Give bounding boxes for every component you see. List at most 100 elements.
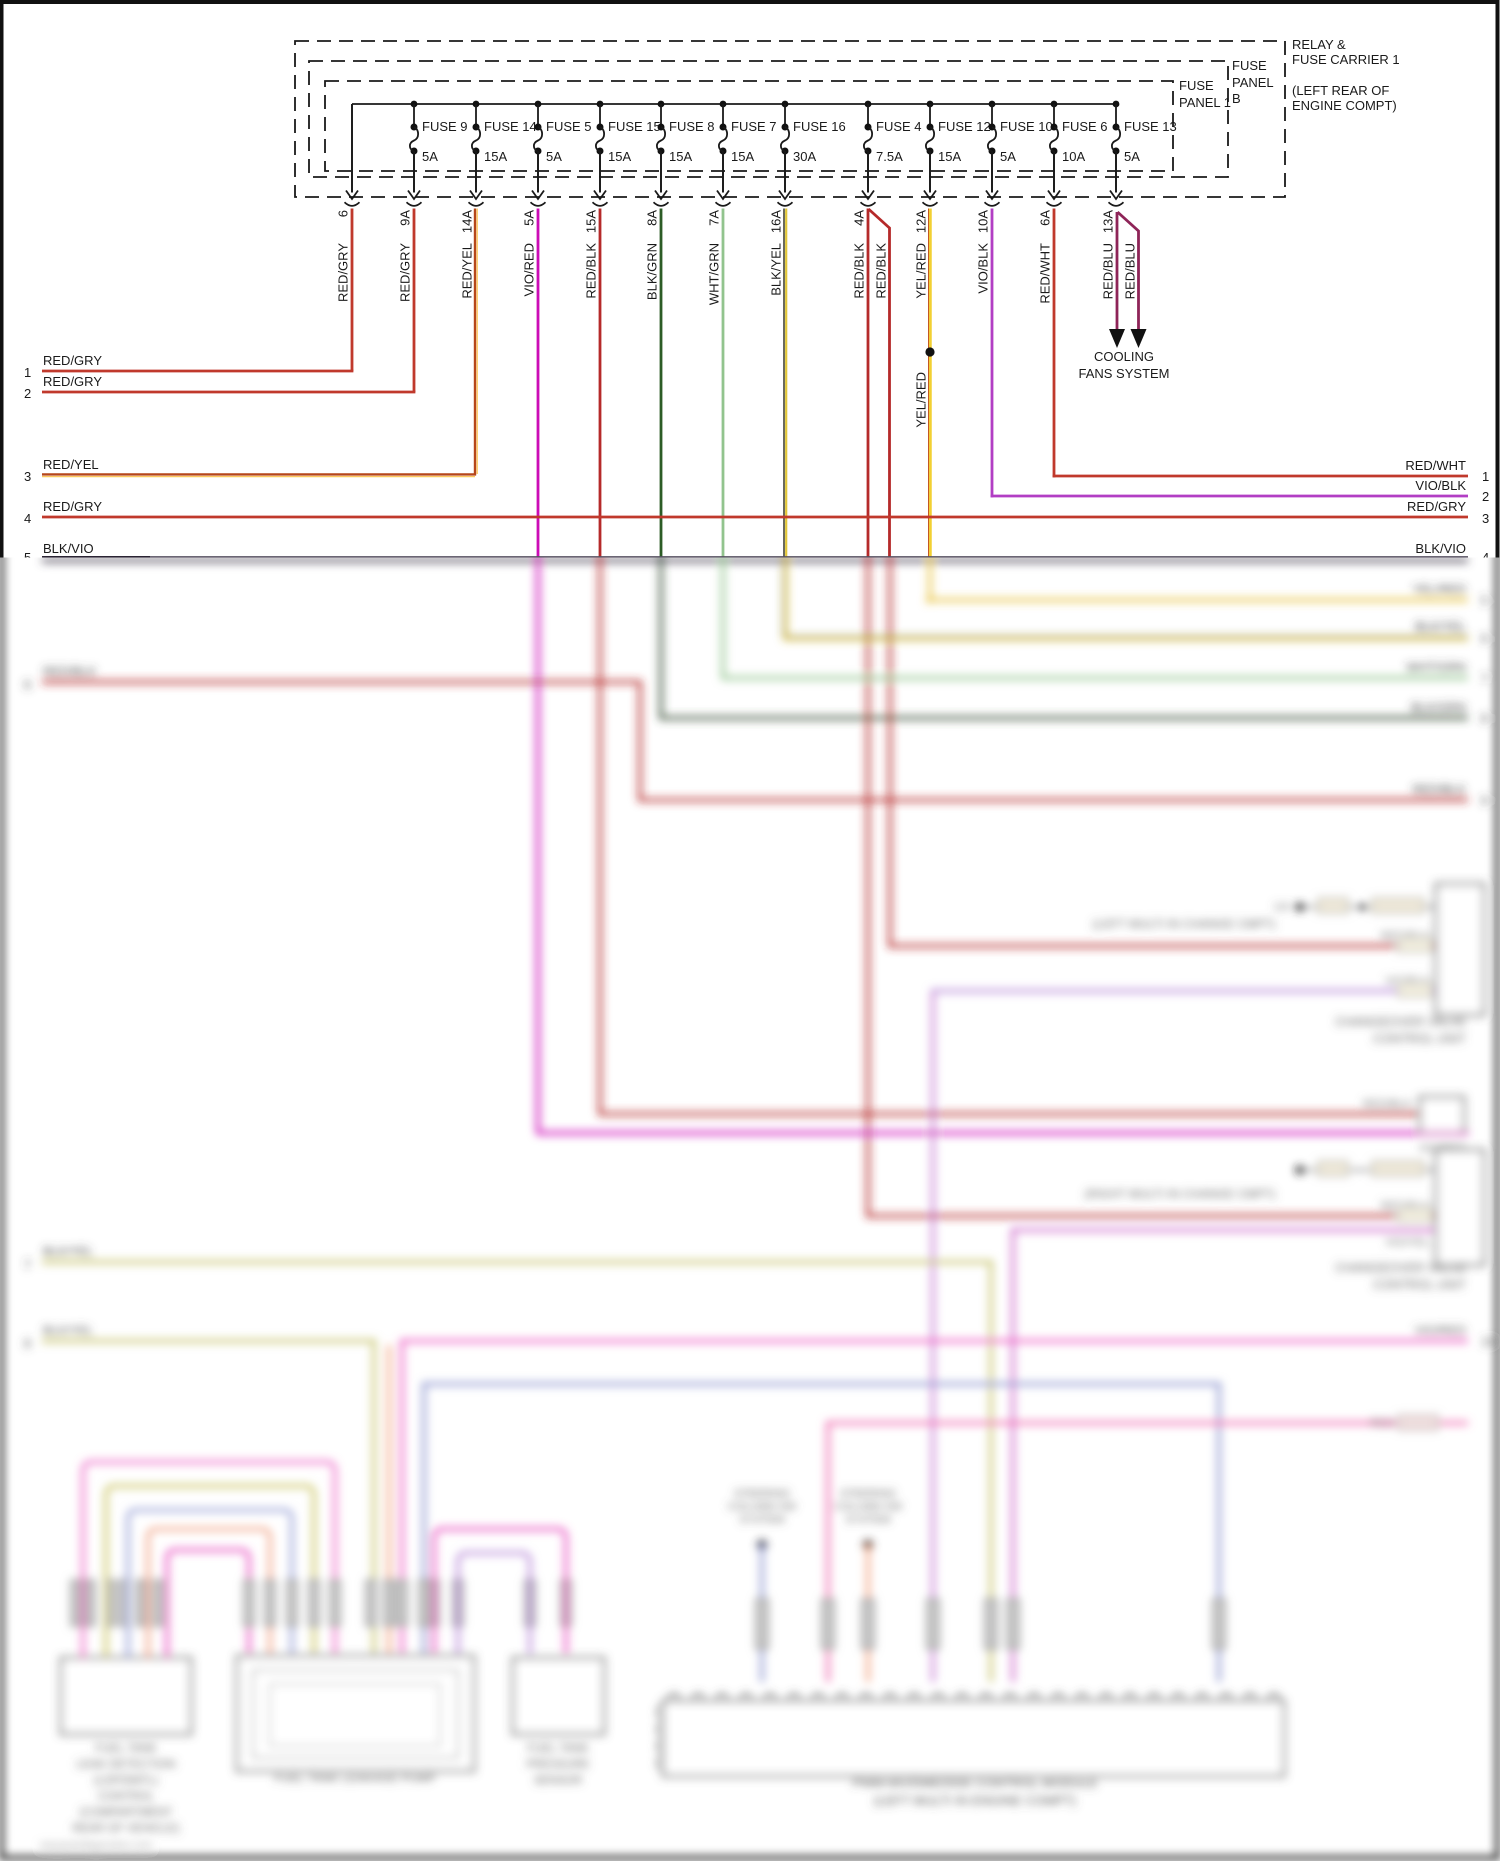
- svg-text:(LEFT MULTI IN ENGINE COMPT): (LEFT MULTI IN ENGINE COMPT): [874, 1793, 1076, 1808]
- svg-text:BLK/YEL: BLK/YEL: [769, 243, 784, 296]
- svg-text:STEERING: STEERING: [840, 1488, 896, 1500]
- svg-text:(LEFT REAR OF: (LEFT REAR OF: [1292, 83, 1389, 98]
- svg-text:FUSE 4: FUSE 4: [876, 119, 922, 134]
- svg-text:BLK/GRN: BLK/GRN: [645, 243, 660, 300]
- svg-text:PANEL: PANEL: [1232, 75, 1274, 90]
- svg-text:RELAY &: RELAY &: [1292, 37, 1346, 52]
- svg-text:YEL/RED: YEL/RED: [914, 243, 929, 299]
- svg-text:5A: 5A: [1000, 149, 1016, 164]
- svg-text:RED/BLK: RED/BLK: [584, 243, 599, 299]
- svg-text:3: 3: [24, 469, 31, 484]
- svg-text:1: 1: [1482, 469, 1489, 484]
- svg-text:VIO/BLK: VIO/BLK: [1415, 478, 1466, 493]
- svg-text:BLK/GRN: BLK/GRN: [1411, 701, 1466, 715]
- svg-text:COLUMN SW: COLUMN SW: [728, 1501, 797, 1513]
- svg-text:RED/BLU: RED/BLU: [1101, 243, 1116, 299]
- svg-text:PRESSURE: PRESSURE: [526, 1759, 590, 1771]
- svg-text:SYSTEM: SYSTEM: [739, 1514, 784, 1526]
- svg-text:10A: 10A: [976, 210, 991, 233]
- svg-text:STEERING: STEERING: [734, 1488, 790, 1500]
- svg-text:FUSE 9: FUSE 9: [422, 119, 468, 134]
- svg-text:8: 8: [24, 1337, 31, 1351]
- svg-text:FUSE 15: FUSE 15: [608, 119, 661, 134]
- svg-text:(RIGHT MULTI IN CHANGE CMPT): (RIGHT MULTI IN CHANGE CMPT): [1085, 1187, 1276, 1201]
- svg-text:RED/GRY: RED/GRY: [398, 243, 413, 302]
- svg-text:COOLING: COOLING: [1094, 349, 1154, 364]
- svg-text:15A: 15A: [938, 149, 961, 164]
- svg-text:FANS SYSTEM: FANS SYSTEM: [1078, 366, 1169, 381]
- svg-text:13A: 13A: [1101, 210, 1116, 233]
- svg-text:YEL/RED: YEL/RED: [914, 372, 929, 428]
- svg-text:14A: 14A: [460, 210, 475, 233]
- svg-text:B: B: [1232, 91, 1241, 106]
- svg-text:6A: 6A: [1038, 210, 1053, 226]
- svg-text:12A: 12A: [914, 210, 929, 233]
- svg-text:FUSE 6: FUSE 6: [1062, 119, 1108, 134]
- svg-text:FUSE 10: FUSE 10: [1000, 119, 1053, 134]
- svg-text:16A: 16A: [769, 210, 784, 233]
- svg-text:FUSE: FUSE: [1179, 78, 1214, 93]
- svg-text:5: 5: [24, 550, 31, 565]
- svg-text:FUSE 12: FUSE 12: [938, 119, 991, 134]
- svg-text:RED/BLU: RED/BLU: [1123, 243, 1138, 299]
- svg-text:4A: 4A: [852, 210, 867, 226]
- svg-text:RED/BLK: RED/BLK: [1363, 1099, 1413, 1111]
- svg-text:(LDP/DMTL): (LDP/DMTL): [94, 1775, 159, 1787]
- svg-text:FUSE 16: FUSE 16: [793, 119, 846, 134]
- svg-text:RED/BLK: RED/BLK: [852, 243, 867, 299]
- svg-text:FUSE 5: FUSE 5: [546, 119, 592, 134]
- svg-text:BLK/YEL: BLK/YEL: [1415, 620, 1466, 634]
- svg-text:15A: 15A: [608, 149, 631, 164]
- svg-text:CHANGEOVER VALVE: CHANGEOVER VALVE: [1335, 1015, 1466, 1029]
- svg-text:8A: 8A: [645, 210, 660, 226]
- svg-text:5A: 5A: [422, 149, 438, 164]
- svg-text:5A: 5A: [1124, 149, 1140, 164]
- svg-text:CONTROL UNIT: CONTROL UNIT: [1373, 1032, 1467, 1046]
- svg-text:YEL/RED: YEL/RED: [1413, 583, 1467, 597]
- svg-text:5: 5: [1481, 594, 1488, 608]
- svg-text:FUEL TANK LEAKAGE PUMP: FUEL TANK LEAKAGE PUMP: [274, 1771, 436, 1785]
- svg-text:COLUMN SW: COLUMN SW: [834, 1501, 903, 1513]
- svg-text:RED/GRY: RED/GRY: [43, 353, 102, 368]
- svg-text:7A: 7A: [707, 210, 722, 226]
- svg-text:FUSE: FUSE: [1232, 58, 1267, 73]
- svg-text:RED/WHT: RED/WHT: [1405, 458, 1466, 473]
- svg-text:9: 9: [1481, 794, 1488, 808]
- svg-text:WHT/GRN: WHT/GRN: [1406, 661, 1466, 675]
- svg-text:7: 7: [1481, 672, 1488, 686]
- svg-text:SENSOR: SENSOR: [534, 1775, 583, 1787]
- svg-text:(COMPARTMENT: (COMPARTMENT: [80, 1807, 173, 1819]
- svg-text:RED/GRY: RED/GRY: [336, 243, 351, 302]
- svg-text:WHT/GRN: WHT/GRN: [707, 243, 722, 305]
- svg-text:FUSE 14: FUSE 14: [484, 119, 537, 134]
- svg-text:LEAK DETECTION: LEAK DETECTION: [76, 1759, 175, 1771]
- svg-text:2: 2: [1482, 489, 1489, 504]
- svg-text:CONTROL: CONTROL: [98, 1791, 155, 1803]
- svg-text:15A: 15A: [584, 210, 599, 233]
- svg-text:VIO/RED: VIO/RED: [1415, 1324, 1466, 1338]
- svg-text:FUEL TANK: FUEL TANK: [527, 1743, 589, 1755]
- svg-text:RED/GRY: RED/GRY: [1407, 499, 1466, 514]
- svg-text:15A: 15A: [484, 149, 507, 164]
- svg-text:10: 10: [1481, 1335, 1495, 1349]
- svg-text:RED/BLK: RED/BLK: [874, 243, 889, 299]
- svg-text:CONTROL UNIT: CONTROL UNIT: [1373, 1278, 1467, 1292]
- svg-text:FUEL TANK: FUEL TANK: [95, 1743, 157, 1755]
- svg-text:FUSE 7: FUSE 7: [731, 119, 777, 134]
- svg-text:6: 6: [24, 678, 31, 692]
- svg-text:BLK/YEL: BLK/YEL: [43, 1324, 94, 1338]
- svg-text:PANEL 1: PANEL 1: [1179, 95, 1231, 110]
- svg-text:RED/BLK: RED/BLK: [1413, 783, 1467, 797]
- svg-text:7: 7: [24, 1258, 31, 1272]
- svg-text:FUSE CARRIER 1: FUSE CARRIER 1: [1292, 52, 1400, 67]
- svg-text:10A: 10A: [1062, 149, 1085, 164]
- svg-text:VIO/YEL: VIO/YEL: [1385, 1237, 1430, 1249]
- svg-text:6: 6: [1481, 632, 1488, 646]
- svg-text:15A: 15A: [731, 149, 754, 164]
- svg-text:1: 1: [24, 365, 31, 380]
- svg-text:CHANGEOVER VALVE: CHANGEOVER VALVE: [1335, 1261, 1466, 1275]
- svg-text:VIO/BLK: VIO/BLK: [976, 243, 991, 294]
- svg-text:6: 6: [336, 210, 351, 217]
- svg-text:7.5A: 7.5A: [876, 149, 903, 164]
- svg-text:5A: 5A: [522, 210, 537, 226]
